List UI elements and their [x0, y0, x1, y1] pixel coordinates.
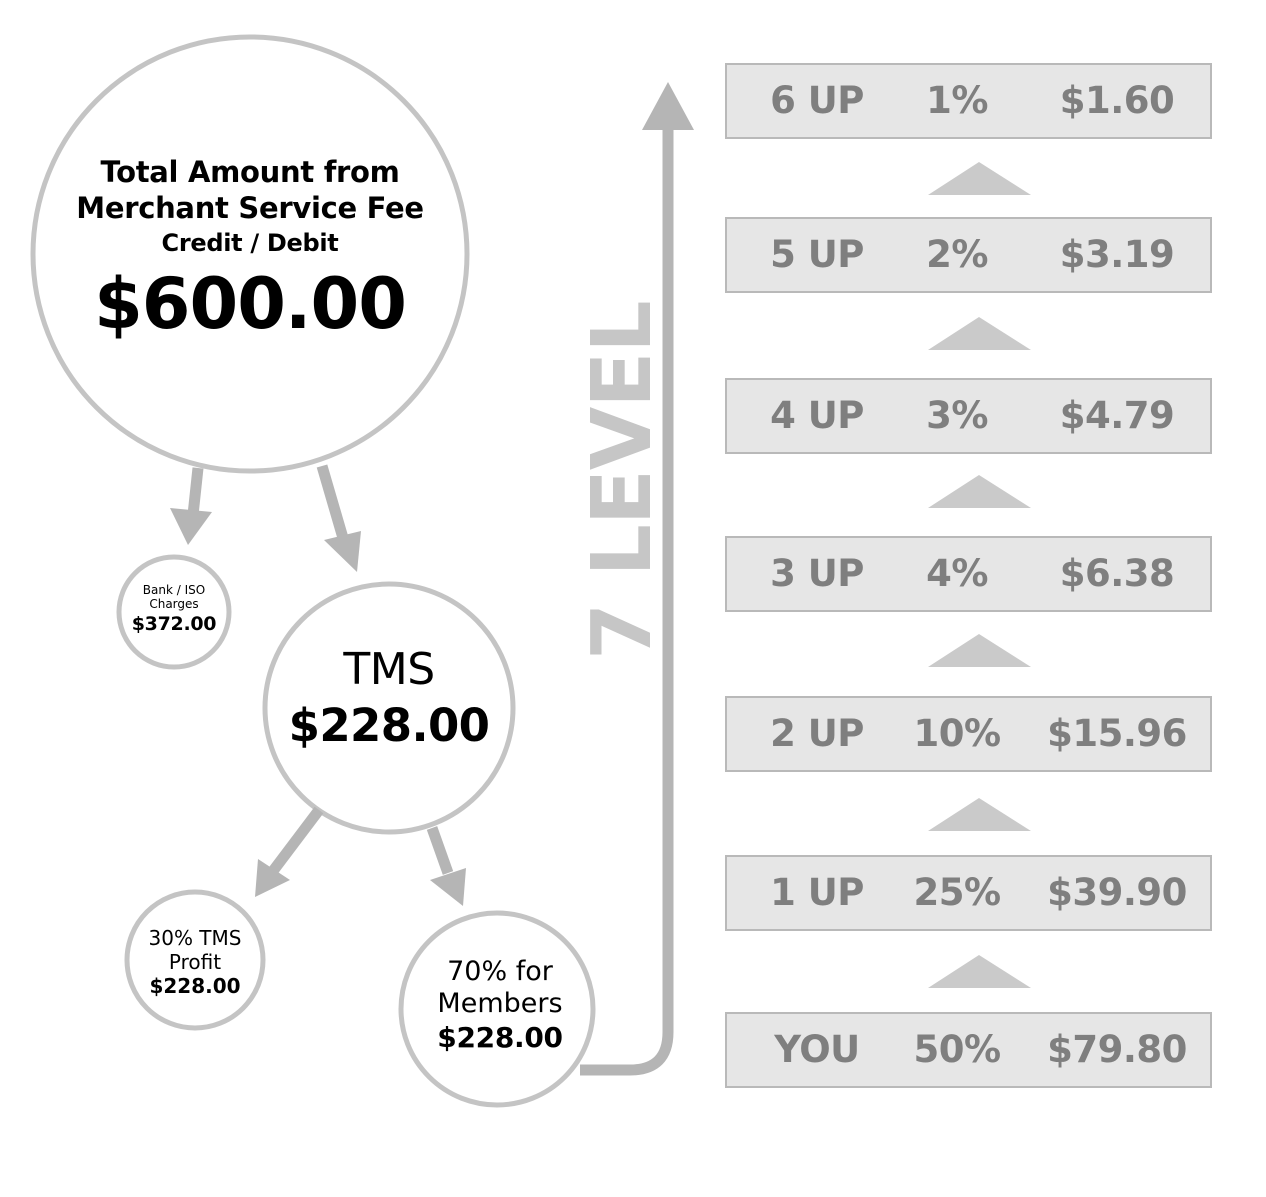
main-fee-circle: [30, 34, 470, 474]
level-name: 1 UP: [770, 871, 864, 914]
main-fee-amount: $600.00: [94, 263, 407, 345]
main-fee-text: Total Amount from Merchant Service Fee C…: [60, 154, 440, 352]
level-amount: $1.60: [1059, 79, 1175, 122]
up-triangle-icon: [928, 475, 1031, 508]
level-amount: $39.90: [1047, 871, 1187, 914]
bank-charges-circle: [116, 554, 232, 670]
level-name: 6 UP: [770, 79, 864, 122]
profit-amount: $228.00: [149, 974, 241, 998]
main-fee-line3: Credit / Debit: [161, 229, 339, 257]
level-up-arrow-icon: [580, 82, 694, 1076]
arrow-to-profit-icon: [255, 806, 324, 897]
up-triangle-icon: [928, 634, 1031, 667]
members-circle: [398, 910, 596, 1108]
tms-amount: $228.00: [288, 699, 490, 752]
up-triangle-icon: [928, 955, 1031, 988]
level-percent: 4%: [926, 552, 988, 595]
tms-text: TMS $228.00: [266, 642, 512, 754]
level-box-5-up: 5 UP 2% $3.19: [725, 217, 1212, 293]
level-name: 2 UP: [770, 712, 864, 755]
profit-line1: 30% TMS: [148, 926, 242, 950]
arrow-to-tms-icon: [316, 464, 361, 572]
up-triangle-icon: [928, 798, 1031, 831]
arrow-to-bank-icon: [170, 467, 212, 545]
level-amount: $4.79: [1059, 394, 1175, 437]
tms-circle: [262, 581, 516, 835]
level-amount: $15.96: [1047, 712, 1187, 755]
level-amount: $3.19: [1059, 233, 1175, 276]
level-box-6-up: 6 UP 1% $1.60: [725, 63, 1212, 139]
tms-profit-text: 30% TMS Profit $228.00: [130, 926, 260, 998]
seven-level-label: 7 LEVEL: [575, 301, 670, 660]
profit-line2: Profit: [168, 950, 222, 974]
members-line2: Members: [437, 988, 563, 1019]
level-box-2-up: 2 UP 10% $15.96: [725, 696, 1212, 772]
bank-amount: $372.00: [131, 613, 217, 635]
bank-charges-text: Bank / ISO Charges $372.00: [122, 583, 226, 637]
level-name: 3 UP: [770, 552, 864, 595]
tms-profit-circle: [124, 889, 266, 1031]
bank-line1: Bank / ISO: [142, 583, 206, 597]
level-name: YOU: [774, 1028, 860, 1071]
level-box-1-up: 1 UP 25% $39.90: [725, 855, 1212, 931]
members-text: 70% for Members $228.00: [402, 956, 598, 1056]
level-amount: $79.80: [1047, 1028, 1187, 1071]
up-triangle-icon: [928, 162, 1031, 195]
level-box-3-up: 3 UP 4% $6.38: [725, 536, 1212, 612]
level-box-4-up: 4 UP 3% $4.79: [725, 378, 1212, 454]
level-percent: 1%: [926, 79, 988, 122]
level-percent: 10%: [913, 712, 1001, 755]
members-amount: $228.00: [437, 1021, 563, 1054]
main-fee-line1: Total Amount from: [100, 155, 400, 189]
up-triangle-icon: [928, 317, 1031, 350]
level-percent: 25%: [913, 871, 1001, 914]
arrow-to-members-icon: [426, 826, 466, 906]
tms-label: TMS: [343, 644, 435, 695]
level-name: 5 UP: [770, 233, 864, 276]
bank-line2: Charges: [149, 597, 199, 611]
main-fee-line2: Merchant Service Fee: [76, 191, 424, 225]
level-amount: $6.38: [1059, 552, 1175, 595]
members-line1: 70% for: [447, 956, 553, 987]
level-name: 4 UP: [770, 394, 864, 437]
level-box-you: YOU 50% $79.80: [725, 1012, 1212, 1088]
level-percent: 50%: [913, 1028, 1001, 1071]
level-percent: 3%: [926, 394, 988, 437]
level-percent: 2%: [926, 233, 988, 276]
